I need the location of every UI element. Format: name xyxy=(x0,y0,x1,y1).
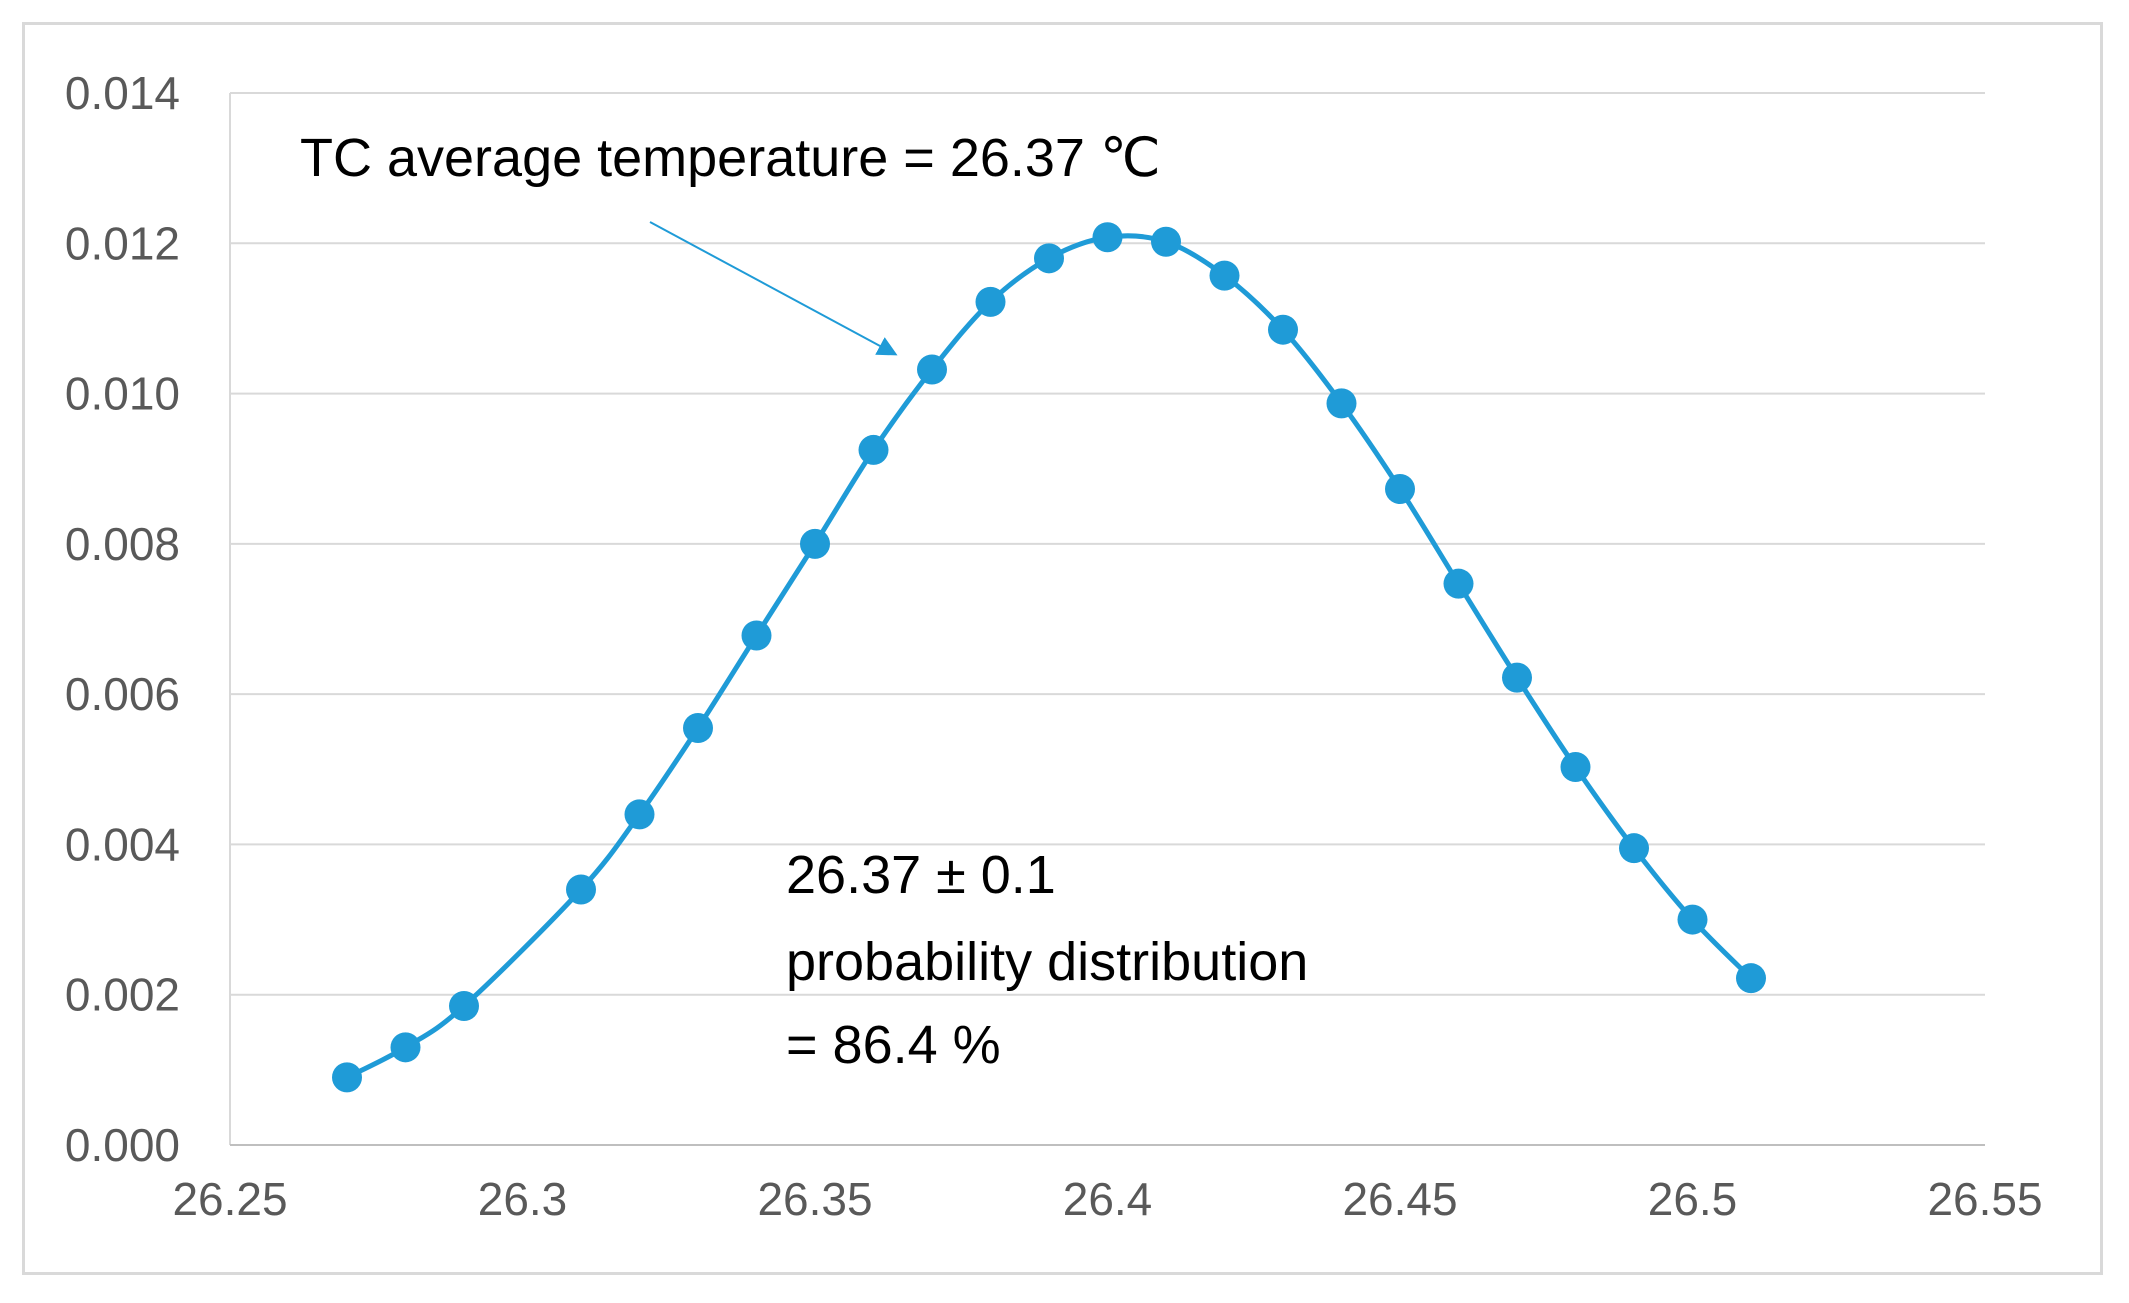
data-point xyxy=(566,874,596,905)
x-tick-label: 26.45 xyxy=(1342,1173,1457,1225)
data-point xyxy=(800,528,830,559)
data-point xyxy=(390,1032,421,1063)
annotation-average-temperature: TC average temperature = 26.37 ℃ xyxy=(300,128,1161,188)
x-tick-label: 26.35 xyxy=(757,1173,872,1225)
data-point xyxy=(683,712,713,743)
data-point xyxy=(624,799,655,830)
data-point xyxy=(1209,260,1240,291)
data-point xyxy=(1385,474,1415,505)
x-tick-label: 26.25 xyxy=(172,1173,287,1225)
data-point xyxy=(1502,662,1532,693)
data-point xyxy=(332,1062,362,1093)
data-point xyxy=(975,286,1006,317)
axes xyxy=(229,93,1985,1146)
y-tick-label: 0.004 xyxy=(65,818,180,870)
annotation-probability-line: probability distribution xyxy=(786,932,1308,992)
x-tick-label: 26.3 xyxy=(478,1173,568,1225)
data-point xyxy=(1151,226,1181,257)
x-tick-label: 26.5 xyxy=(1648,1173,1738,1225)
annotation-arrow xyxy=(649,221,898,356)
data-point xyxy=(1034,243,1064,274)
y-tick-label: 0.014 xyxy=(65,67,180,119)
data-point xyxy=(1443,568,1474,599)
y-axis-tick-labels: 0.000 0.002 0.004 0.006 0.008 0.010 0.012 0.014 xyxy=(65,67,180,1171)
x-tick-label: 26.4 xyxy=(1063,1173,1153,1225)
data-point xyxy=(449,990,479,1021)
annotation-percentage-line: = 86.4 % xyxy=(786,1015,1001,1075)
y-tick-label: 0.002 xyxy=(65,969,180,1021)
series-probability-distribution xyxy=(332,222,1766,1093)
x-axis-tick-labels: 26.25 26.3 26.35 26.4 26.45 26.5 26.55 xyxy=(172,1173,2042,1225)
data-point xyxy=(741,620,772,651)
y-tick-label: 0.012 xyxy=(65,217,180,269)
data-point xyxy=(858,434,889,465)
data-point xyxy=(1736,963,1766,994)
data-point xyxy=(1092,222,1123,253)
y-tick-label: 0.000 xyxy=(65,1119,180,1171)
data-point xyxy=(1268,314,1298,345)
x-tick-label: 26.55 xyxy=(1927,1173,2042,1225)
data-point xyxy=(1677,904,1708,935)
y-tick-label: 0.010 xyxy=(65,368,180,420)
annotations: TC average temperature = 26.37 ℃ 26.37 ±… xyxy=(300,128,1308,1075)
data-point xyxy=(1619,833,1649,864)
annotation-range-line: 26.37 ± 0.1 xyxy=(786,845,1056,905)
y-tick-label: 0.006 xyxy=(65,668,180,720)
data-point xyxy=(917,354,947,385)
y-tick-label: 0.008 xyxy=(65,518,180,570)
data-point xyxy=(1560,752,1591,783)
data-point xyxy=(1326,388,1357,419)
